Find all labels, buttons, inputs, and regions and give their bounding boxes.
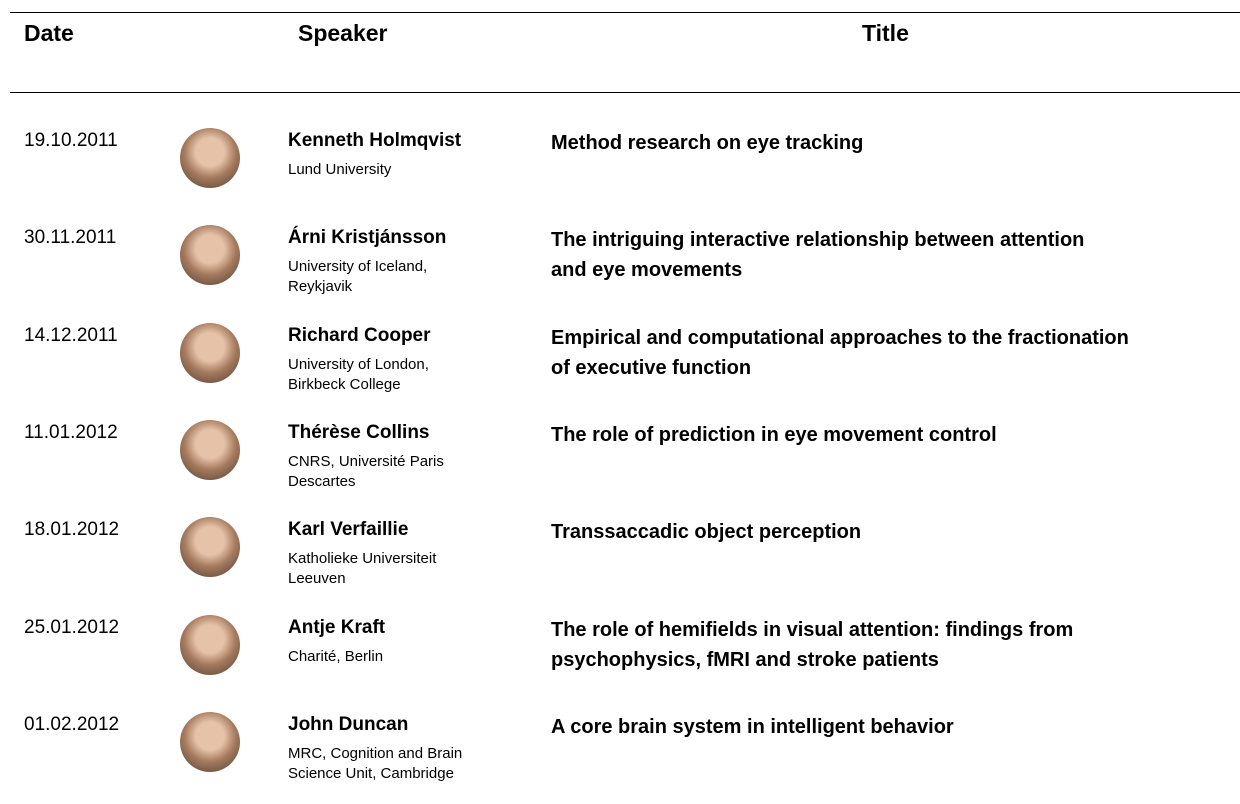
talk-title: Transsaccadic object perception bbox=[551, 521, 862, 544]
talk-title: of executive function bbox=[551, 356, 752, 379]
speaker-affiliation: Leeuven bbox=[288, 570, 346, 588]
speaker-name: Karl Verfaillie bbox=[288, 519, 409, 541]
speaker-name: Kenneth Holmqvist bbox=[288, 130, 462, 151]
talk-title: psychophysics, fMRI and stroke patients bbox=[551, 648, 939, 671]
speaker-affiliation: Charité, Berlin bbox=[288, 647, 384, 665]
speaker-affiliation: University of London, bbox=[288, 355, 429, 373]
date: 14.12.2011 bbox=[24, 324, 118, 346]
speaker-affiliation: Science Unit, Cambridge bbox=[288, 764, 454, 782]
speaker-photo bbox=[180, 711, 240, 772]
talk-title: A core brain system in intelligent behav… bbox=[551, 715, 954, 738]
date: 19.10.2011 bbox=[24, 130, 118, 151]
talk-title: The role of hemifields in visual attenti… bbox=[551, 618, 1074, 641]
speaker-name: Antje Kraft bbox=[288, 616, 386, 638]
talk-title: The role of prediction in eye movement c… bbox=[551, 423, 997, 446]
speaker-photo bbox=[180, 614, 240, 675]
speaker-affiliation: Katholieke Universiteit bbox=[288, 550, 437, 568]
header-rule bbox=[10, 92, 1240, 93]
speaker-affiliation: Lund University bbox=[288, 161, 392, 178]
date: 25.01.2012 bbox=[24, 616, 120, 638]
date: 18.01.2012 bbox=[24, 519, 120, 541]
talk-title: The intriguing interactive relationship … bbox=[551, 229, 1085, 252]
header-title: Title bbox=[862, 20, 909, 46]
speaker-name: John Duncan bbox=[288, 713, 409, 735]
speaker-photo bbox=[180, 128, 240, 188]
talk-title: Empirical and computational approaches t… bbox=[551, 326, 1129, 349]
speaker-name: Richard Cooper bbox=[288, 324, 431, 346]
top-rule bbox=[10, 12, 1240, 13]
speaker-name: Árni Kristjánsson bbox=[288, 227, 447, 249]
speaker-affiliation: Reykjavik bbox=[288, 278, 353, 296]
speaker-photo bbox=[180, 517, 240, 578]
date: 01.02.2012 bbox=[24, 713, 120, 735]
speaker-affiliation: University of Iceland, bbox=[288, 258, 428, 276]
speaker-photo bbox=[180, 322, 240, 383]
speaker-affiliation: Birkbeck College bbox=[288, 375, 401, 393]
talk-title: and eye movements bbox=[551, 259, 743, 282]
speaker-photo bbox=[180, 225, 240, 286]
speaker-name: Thérèse Collins bbox=[288, 421, 430, 443]
speaker-affiliation: MRC, Cognition and Brain bbox=[288, 744, 463, 762]
speaker-affiliation: Descartes bbox=[288, 472, 356, 490]
header-date: Date bbox=[24, 20, 74, 46]
header-speaker: Speaker bbox=[298, 20, 388, 46]
date: 30.11.2011 bbox=[24, 227, 117, 249]
speaker-affiliation: CNRS, Université Paris bbox=[288, 452, 444, 470]
date: 11.01.2012 bbox=[24, 421, 118, 443]
speaker-photo bbox=[180, 419, 240, 480]
talk-title: Method research on eye tracking bbox=[551, 132, 864, 154]
